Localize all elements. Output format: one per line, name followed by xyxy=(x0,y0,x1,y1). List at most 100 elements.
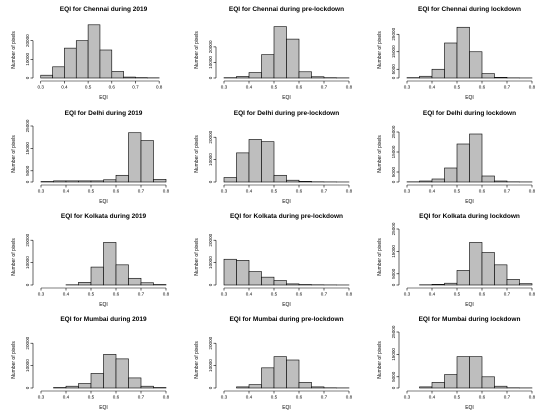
histogram-panel: EQI for Delhi during lockdown 0.3 0.4 0.5 0.… xyxy=(366,104,549,207)
x-tick-label: 0.4 xyxy=(246,292,253,297)
x-tick-label: 0.3 xyxy=(404,85,411,90)
x-tick-label: 0.3 xyxy=(404,292,411,297)
x-axis-label: EQI xyxy=(99,405,108,411)
histogram-bar xyxy=(311,76,325,79)
y-tick-label: 20000 xyxy=(25,233,30,246)
y-tick-label: 20000 xyxy=(208,130,213,143)
histogram-bar xyxy=(103,242,117,286)
histogram-bar xyxy=(78,180,92,183)
y-tick-label: 5000 xyxy=(25,165,30,176)
histogram-bar xyxy=(431,382,445,389)
x-tick-label: 0.4 xyxy=(429,189,436,194)
x-tick-label: 0.4 xyxy=(63,395,70,400)
histogram-panel: EQI for Chennai during pre-lockdown 0.3 0.… xyxy=(183,0,366,103)
histogram-bar xyxy=(286,283,300,286)
x-tick-label: 0.8 xyxy=(346,85,353,90)
chart-title: EQI for Kolkata during lockdown xyxy=(419,213,520,220)
chart-title: EQI for Delhi during 2019 xyxy=(65,110,143,117)
histogram-bar xyxy=(140,282,154,286)
x-tick-label: 0.6 xyxy=(113,189,120,194)
x-tick-label: 0.6 xyxy=(479,189,486,194)
x-axis-label: EQI xyxy=(465,95,474,101)
chart-title: EQI for Chennai during 2019 xyxy=(60,6,148,13)
histogram-bar xyxy=(298,71,312,79)
x-tick-label: 0.6 xyxy=(296,189,303,194)
x-tick-label: 0.8 xyxy=(156,85,163,90)
histogram-panel: EQI for Mumbai during pre-lockdown 0.3 0.4… xyxy=(183,310,366,413)
histogram-bar xyxy=(248,271,262,286)
y-tick-label: 10000 xyxy=(208,56,213,69)
histogram-bar xyxy=(273,356,287,389)
x-tick-label: 0.3 xyxy=(221,189,228,194)
histogram-bar xyxy=(431,68,445,79)
y-tick-label: 25000 xyxy=(391,222,396,235)
histogram-bar xyxy=(99,49,113,79)
x-tick-label: 0.7 xyxy=(132,85,139,90)
x-tick-label: 0.3 xyxy=(38,395,45,400)
histogram-bar xyxy=(456,143,470,183)
y-axis-label: Number of pixels xyxy=(377,135,383,173)
x-tick-label: 0.4 xyxy=(246,189,253,194)
x-tick-label: 0.7 xyxy=(321,395,328,400)
x-axis-label: EQI xyxy=(99,302,108,308)
x-tick-label: 0.8 xyxy=(346,395,353,400)
y-tick-label: 0 xyxy=(391,283,396,286)
x-tick-label: 0.5 xyxy=(454,189,461,194)
y-tick-label: 15000 xyxy=(391,145,396,158)
y-tick-label: 20000 xyxy=(208,40,213,53)
x-tick-label: 0.6 xyxy=(296,292,303,297)
histogram-svg: EQI for Kolkata during lockdown 0.3 0.4 0.5… xyxy=(377,213,536,308)
histogram-bar xyxy=(456,270,470,286)
histogram-panel: EQI for Chennai during 2019 0.3 0.4 0.5 0.6 0… xyxy=(0,0,183,103)
histogram-bar xyxy=(494,180,508,183)
histogram-bar xyxy=(494,77,508,79)
histogram-bar xyxy=(481,376,495,389)
x-tick-label: 0.7 xyxy=(504,292,511,297)
histogram-bar xyxy=(236,76,250,79)
histogram-bar xyxy=(248,72,262,79)
x-tick-label: 0.6 xyxy=(113,395,120,400)
x-tick-label: 0.4 xyxy=(246,395,253,400)
y-tick-label: 10000 xyxy=(208,256,213,269)
chart-title: EQI for Mumbai during 2019 xyxy=(60,316,147,323)
x-tick-label: 0.7 xyxy=(138,292,145,297)
chart-title: EQI for Delhi during pre-lockdown xyxy=(234,110,339,117)
x-tick-label: 0.4 xyxy=(429,85,436,90)
x-tick-label: 0.7 xyxy=(321,85,328,90)
chart-title: EQI for Delhi during lockdown xyxy=(423,110,516,117)
histogram-bar xyxy=(419,75,433,79)
x-tick-label: 0.5 xyxy=(454,85,461,90)
histogram-bar xyxy=(115,264,129,286)
histogram-bar xyxy=(273,26,287,79)
histogram-bar xyxy=(444,167,458,183)
histogram-bar xyxy=(153,179,167,183)
x-tick-label: 0.7 xyxy=(321,292,328,297)
x-tick-label: 0.4 xyxy=(63,189,70,194)
x-tick-label: 0.8 xyxy=(529,292,536,297)
y-tick-label: 25000 xyxy=(391,325,396,338)
chart-title: EQI for Mumbai during pre-lockdown xyxy=(229,316,343,323)
y-axis-label: Number of pixels xyxy=(11,135,17,173)
x-tick-label: 0.8 xyxy=(163,292,170,297)
x-tick-label: 0.6 xyxy=(479,85,486,90)
y-tick-label: 0 xyxy=(25,76,30,79)
histogram-panel: EQI for Delhi during pre-lockdown 0.3 0.4 0… xyxy=(183,104,366,207)
histogram-bar xyxy=(78,383,92,389)
y-tick-label: 20000 xyxy=(25,34,30,47)
y-tick-label: 20000 xyxy=(208,233,213,246)
chart-title: EQI for Kolkata during 2019 xyxy=(61,213,147,220)
y-tick-label: 0 xyxy=(25,180,30,183)
histogram-bar xyxy=(128,377,142,389)
histogram-bar xyxy=(261,54,275,79)
histogram-bar xyxy=(52,66,65,79)
histogram-bar xyxy=(236,386,250,389)
histogram-bar xyxy=(90,180,104,183)
y-axis-label: Number of pixels xyxy=(11,238,17,276)
x-tick-label: 0.6 xyxy=(479,292,486,297)
y-tick-label: 0 xyxy=(208,386,213,389)
histogram-bar xyxy=(261,367,275,389)
y-axis-label: Number of pixels xyxy=(377,238,383,276)
histogram-bar xyxy=(236,152,250,183)
histogram-bar xyxy=(431,284,445,286)
histogram-bar xyxy=(90,373,104,389)
